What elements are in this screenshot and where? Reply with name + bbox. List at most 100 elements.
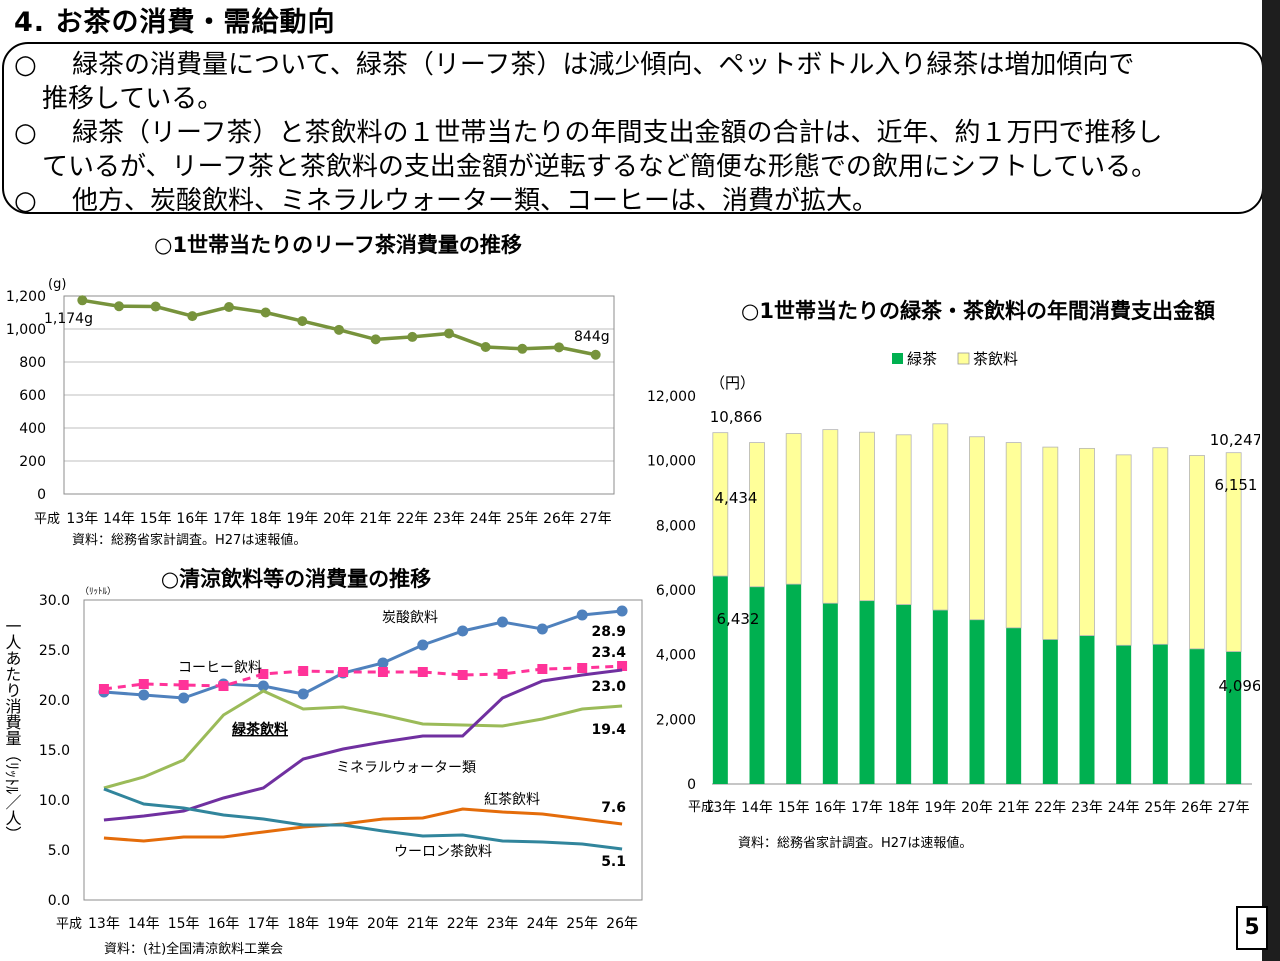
legend-label: 緑茶 <box>907 350 937 368</box>
x-tick-label: 24年 <box>470 511 502 527</box>
bar-tea-drink <box>1152 447 1169 645</box>
data-point <box>297 688 309 700</box>
data-point <box>377 667 388 677</box>
x-tick-label: 21年 <box>998 800 1030 816</box>
y-tick-label: 600 <box>19 388 46 404</box>
x-tick-label: 24年 <box>526 916 558 932</box>
source-note: 資料：(社)全国清涼飲料工業会 <box>104 941 283 957</box>
bar-green-tea <box>749 586 765 784</box>
data-point <box>257 680 269 692</box>
y-tick-label: 15.0 <box>39 743 70 759</box>
bar-green-tea <box>712 576 728 784</box>
bar-green-tea <box>1116 645 1132 784</box>
bar-green-tea <box>1079 635 1095 784</box>
x-tick-label: 18年 <box>287 916 319 932</box>
data-label-first: 1,174g <box>44 311 93 327</box>
x-tick-label: 19年 <box>327 916 359 932</box>
data-point <box>417 667 428 677</box>
y-tick-label: 1,000 <box>6 322 46 338</box>
bullet-marker: ○ <box>14 118 37 148</box>
x-tick-label: 20年 <box>961 800 993 816</box>
bar-tea-drink <box>1042 446 1059 640</box>
y-tick-label: 1,200 <box>6 289 46 305</box>
bar-tea-drink <box>1225 452 1242 652</box>
legend-swatch-teadrink <box>957 352 970 365</box>
x-tick-label: 18年 <box>888 800 920 816</box>
data-point <box>338 667 349 677</box>
y-tick-label: 4,000 <box>656 648 696 664</box>
series-end-label: 28.9 <box>591 624 626 640</box>
data-point <box>178 692 190 704</box>
data-point <box>187 311 198 322</box>
x-tick-label: 22年 <box>1034 800 1066 816</box>
y-tick-label: 5.0 <box>48 843 70 859</box>
bar-tea-drink <box>1115 454 1132 646</box>
x-tick-label: 17年 <box>247 916 279 932</box>
green-tea-label-last: 4,096 <box>1219 677 1260 695</box>
y-tick-label: 0 <box>37 487 46 503</box>
chart-title: ○清涼飲料等の消費量の推移 <box>161 567 431 591</box>
data-point <box>114 301 124 312</box>
data-point <box>577 663 588 673</box>
y-tick-label: 800 <box>19 355 46 371</box>
data-point <box>150 301 161 312</box>
summary-box: ○ 緑茶の消費量について、緑茶（リーフ茶）は減少傾向、ペットボトル入り緑茶は増加傾… <box>2 42 1264 216</box>
bar-tea-drink <box>895 434 912 605</box>
y-tick-label: 0 <box>687 777 696 793</box>
x-tick-label: 25年 <box>1144 800 1176 816</box>
series-name-label: ミネラルウォーター類 <box>336 760 476 776</box>
x-tick-label: 27年 <box>580 511 612 527</box>
series-name-label: コーヒー飲料 <box>178 660 262 676</box>
x-tick-label: 21年 <box>360 511 392 527</box>
y-tick-label: 6,000 <box>656 583 696 599</box>
data-point <box>616 605 628 617</box>
series-line-oolong-tea <box>103 787 623 851</box>
y-tick-label: 20.0 <box>39 693 70 709</box>
y-tick-label: 200 <box>19 454 46 470</box>
x-tick-label: 19年 <box>286 511 318 527</box>
series-end-label: 19.4 <box>591 722 626 738</box>
bullet-text-cont: ているが、リーフ茶と茶飲料の支出金額が逆転するなど簡便な形態での飲用にシフトして… <box>42 152 1158 182</box>
x-tick-label: 20年 <box>367 916 399 932</box>
bullet-text: 他方、炭酸飲料、ミネラルウォーター類、コーヒーは、消費が拡大。 <box>72 186 879 216</box>
legend-label: 茶飲料 <box>973 350 1018 368</box>
data-point <box>617 661 628 671</box>
data-point <box>370 334 381 345</box>
bar-tea-drink <box>749 442 765 588</box>
x-tick-label: 17年 <box>851 800 883 816</box>
series-end-label: 5.1 <box>601 854 626 870</box>
x-tick-label: 27年 <box>1218 800 1250 816</box>
bar-green-tea <box>1189 648 1205 784</box>
source-note: 資料：総務省家計調査。H27は速報値。 <box>738 835 972 851</box>
data-point <box>224 302 234 313</box>
bar-green-tea <box>969 619 985 784</box>
data-point <box>138 689 150 701</box>
bar-tea-drink <box>1079 447 1095 636</box>
data-point <box>297 316 308 327</box>
summary-bullet-1: ○ 緑茶の消費量について、緑茶（リーフ茶）は減少傾向、ペットボトル入り緑茶は増加傾… <box>14 48 1134 116</box>
y-tick-label: 10,000 <box>647 454 696 470</box>
x-tick-label: 23年 <box>487 916 519 932</box>
page-number: 5 <box>1236 906 1268 950</box>
data-point <box>98 684 109 694</box>
x-tick-label: 19年 <box>924 800 956 816</box>
source-note: 資料：総務省家計調査。H27は速報値。 <box>72 532 306 548</box>
data-point <box>77 295 88 306</box>
data-point <box>138 679 149 689</box>
bar-green-tea <box>1226 651 1242 784</box>
x-tick-label: 16年 <box>208 916 240 932</box>
series-name-label: 炭酸飲料 <box>382 610 438 626</box>
bar-tea-drink <box>712 432 729 577</box>
y-tick-label: 400 <box>19 421 46 437</box>
bullet-text: 緑茶（リーフ茶）と茶飲料の１世帯当たりの年間支出金額の合計は、近年、約１万円で推… <box>72 118 1163 148</box>
x-tick-label: 15年 <box>778 800 810 816</box>
data-point <box>444 328 454 339</box>
x-tick-label: 25年 <box>566 916 598 932</box>
x-tick-label: 20年 <box>323 511 355 527</box>
data-point <box>258 669 269 679</box>
x-tick-label: 15年 <box>140 511 172 527</box>
bar-green-tea <box>1006 627 1022 784</box>
leaf-tea-chart: ○1世帯当たりのリーフ茶消費量の推移(g)02004006008001,0001… <box>6 233 615 548</box>
bar-tea-drink <box>1189 455 1205 650</box>
x-tick-label: 14年 <box>103 511 135 527</box>
